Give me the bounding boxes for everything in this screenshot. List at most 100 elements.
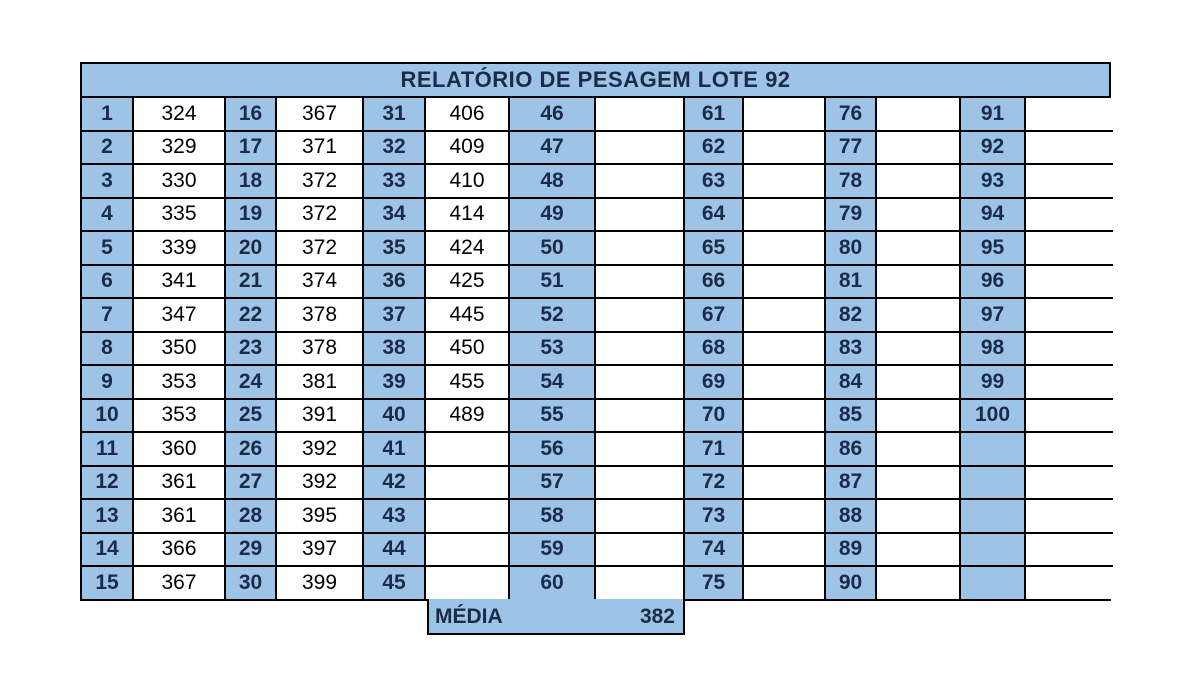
weight-cell (1025, 164, 1113, 199)
animal-number-cell: 65 (684, 231, 744, 266)
animal-number-cell: 96 (960, 264, 1026, 299)
weight-cell (595, 365, 685, 400)
weight-cell (876, 465, 961, 500)
animal-number-cell: 66 (684, 264, 744, 299)
animal-number-cell: 43 (363, 499, 426, 534)
animal-number-cell: 62 (684, 130, 744, 165)
animal-number-cell: 54 (509, 365, 596, 400)
animal-number-cell: 82 (825, 298, 877, 333)
weight-cell (743, 398, 826, 433)
weight-cell: 367 (133, 566, 226, 599)
weight-cell: 353 (133, 398, 226, 433)
weight-cell (743, 197, 826, 232)
average-value: 382 (639, 605, 675, 628)
animal-number-cell: 18 (225, 164, 277, 199)
animal-number-cell: 71 (684, 432, 744, 467)
grid-row: 10 353 25 391 40 489 55 70 85 100 (82, 398, 1113, 433)
weight-cell (743, 532, 826, 567)
weight-cell (743, 566, 826, 599)
animal-number-cell: 29 (225, 532, 277, 567)
animal-number-cell: 5 (82, 231, 134, 266)
weight-cell: 341 (133, 264, 226, 299)
weight-cell: 395 (276, 499, 364, 534)
animal-number-cell: 26 (225, 432, 277, 467)
animal-number-cell: 89 (825, 532, 877, 567)
animal-number-cell: 63 (684, 164, 744, 199)
animal-number-cell: 20 (225, 231, 277, 266)
animal-number-cell: 51 (509, 264, 596, 299)
animal-number-cell: 19 (225, 197, 277, 232)
weight-cell (876, 164, 961, 199)
animal-number-cell (960, 465, 1026, 500)
weight-cell (595, 197, 685, 232)
weight-cell (595, 298, 685, 333)
weight-cell (876, 197, 961, 232)
weight-cell: 450 (425, 331, 510, 366)
weight-cell: 381 (276, 365, 364, 400)
weight-cell (1025, 365, 1113, 400)
animal-number-cell: 52 (509, 298, 596, 333)
weight-cell (1025, 566, 1113, 599)
grid-row: 13 361 28 395 43 58 73 88 (82, 499, 1113, 534)
weight-cell (743, 264, 826, 299)
animal-number-cell: 100 (960, 398, 1026, 433)
animal-number-cell: 39 (363, 365, 426, 400)
animal-number-cell: 36 (363, 264, 426, 299)
weight-cell: 350 (133, 331, 226, 366)
weight-cell (876, 298, 961, 333)
weight-cell (595, 499, 685, 534)
animal-number-cell: 37 (363, 298, 426, 333)
weight-cell (743, 231, 826, 266)
weight-cell (595, 398, 685, 433)
animal-number-cell: 2 (82, 130, 134, 165)
weight-cell (743, 98, 826, 132)
weight-cell: 409 (425, 130, 510, 165)
animal-number-cell: 49 (509, 197, 596, 232)
animal-number-cell (960, 499, 1026, 534)
weight-cell (1025, 465, 1113, 500)
animal-number-cell: 21 (225, 264, 277, 299)
animal-number-cell: 75 (684, 566, 744, 599)
weight-cell: 335 (133, 197, 226, 232)
weighing-grid: 1 324 16 367 31 406 46 61 76 91 2 329 17 371 32 409 47 62… (82, 98, 1113, 599)
weight-cell (1025, 532, 1113, 567)
weight-cell: 330 (133, 164, 226, 199)
weight-cell (876, 432, 961, 467)
weight-cell: 361 (133, 465, 226, 500)
weight-cell (1025, 197, 1113, 232)
weight-cell: 372 (276, 231, 364, 266)
weight-cell (1025, 264, 1113, 299)
animal-number-cell: 47 (509, 130, 596, 165)
animal-number-cell: 58 (509, 499, 596, 534)
animal-number-cell: 3 (82, 164, 134, 199)
weight-cell: 374 (276, 264, 364, 299)
weight-cell: 378 (276, 331, 364, 366)
weight-cell (876, 499, 961, 534)
animal-number-cell: 35 (363, 231, 426, 266)
weight-cell (595, 566, 685, 599)
animal-number-cell: 61 (684, 98, 744, 132)
weight-cell: 360 (133, 432, 226, 467)
animal-number-cell: 33 (363, 164, 426, 199)
grid-row: 2 329 17 371 32 409 47 62 77 92 (82, 130, 1113, 165)
weight-cell: 324 (133, 98, 226, 132)
grid-row: 7 347 22 378 37 445 52 67 82 97 (82, 298, 1113, 333)
weight-cell (743, 365, 826, 400)
weight-cell (876, 264, 961, 299)
animal-number-cell: 99 (960, 365, 1026, 400)
weight-cell (743, 298, 826, 333)
animal-number-cell: 85 (825, 398, 877, 433)
weight-cell (425, 465, 510, 500)
weight-cell (876, 130, 961, 165)
animal-number-cell: 40 (363, 398, 426, 433)
weight-cell (425, 532, 510, 567)
weight-cell (1025, 432, 1113, 467)
weight-cell (1025, 130, 1113, 165)
animal-number-cell: 17 (225, 130, 277, 165)
weight-cell (425, 432, 510, 467)
animal-number-cell: 92 (960, 130, 1026, 165)
weight-cell (743, 465, 826, 500)
weight-cell (743, 331, 826, 366)
weight-cell (595, 264, 685, 299)
weight-cell (743, 499, 826, 534)
